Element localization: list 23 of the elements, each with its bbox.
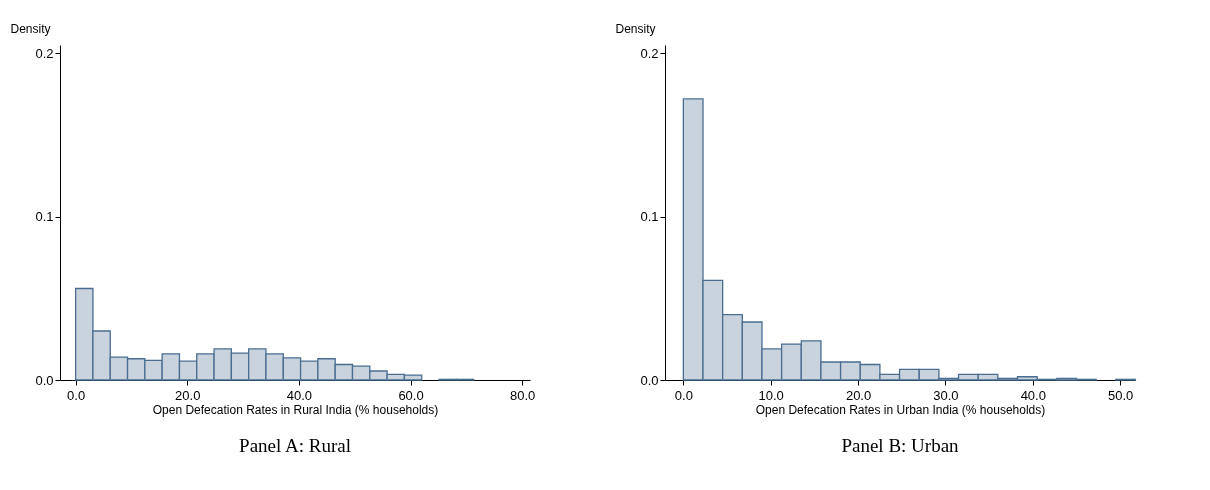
x-axis-title: Open Defecation Rates in Rural India (% households): [152, 402, 439, 417]
y-axis-title: Density: [10, 21, 51, 36]
text: Panel B: Urban: [841, 435, 960, 456]
x-tick-label: 0.0: [67, 387, 86, 403]
y-tick-label: 0.2: [640, 45, 659, 61]
x-tick-label: 20.0: [175, 387, 201, 403]
y-tick-label: 0.1: [640, 209, 659, 225]
x-tick-label: 20.0: [845, 387, 872, 403]
text: Panel A: Rural: [239, 435, 351, 456]
y-tick-label: 0.1: [35, 209, 54, 225]
x-axis-title: Open Defecation Rates in Urban India (% households): [755, 402, 1046, 417]
x-tick-label: 50.0: [1107, 387, 1134, 403]
x-tick-label: 60.0: [398, 387, 424, 403]
x-tick-label: 40.0: [1020, 387, 1046, 403]
x-tick-label: 80.0: [510, 387, 536, 403]
y-axis-title: Density: [615, 21, 656, 36]
y-tick-label: 0.0: [640, 372, 659, 388]
x-tick-label: 0.0: [674, 387, 693, 403]
x-tick-label: 10.0: [758, 387, 784, 403]
y-tick-label: 0.0: [35, 372, 54, 388]
x-tick-label: 30.0: [933, 387, 959, 403]
y-tick-label: 0.2: [35, 45, 54, 61]
x-tick-label: 40.0: [286, 387, 313, 403]
